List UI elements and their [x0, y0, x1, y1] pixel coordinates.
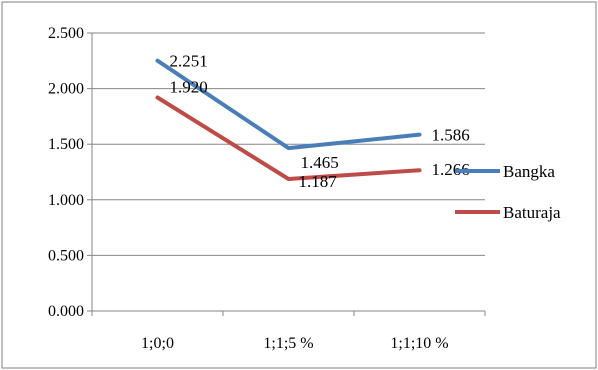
- x-tick-label: 1;1;5 %: [263, 335, 313, 352]
- gridlines: [92, 32, 485, 256]
- y-tick-label: 1.000: [48, 192, 84, 209]
- data-label: 1.266: [432, 160, 470, 179]
- x-tick-label: 1;0;0: [141, 335, 174, 352]
- legend-label: Bangka: [503, 162, 555, 181]
- data-label: 1.187: [299, 172, 338, 191]
- data-label: 2.251: [170, 52, 208, 71]
- data-labels: 2.251 1.465 1.586 1.920 1.187 1.266: [170, 52, 470, 191]
- data-label: 1.465: [301, 153, 339, 172]
- y-tick-label: 0.500: [48, 247, 84, 264]
- y-tick-label: 2.000: [48, 81, 84, 98]
- series-lines: [155, 58, 422, 182]
- legend: Bangka Baturaja: [455, 162, 561, 222]
- axes: 0.000 0.500 1.000 1.500 2.000 2.500 1;0;0 1;1;5…: [48, 25, 486, 352]
- y-tick-label: 2.500: [48, 25, 84, 42]
- y-tick-label: 1.500: [48, 136, 84, 153]
- x-tick-label: 1;1;10 %: [390, 335, 448, 352]
- data-label: 1.586: [432, 126, 470, 145]
- data-label: 1.920: [170, 77, 208, 96]
- y-tick-label: 0.000: [48, 303, 84, 320]
- legend-label: Baturaja: [503, 203, 561, 222]
